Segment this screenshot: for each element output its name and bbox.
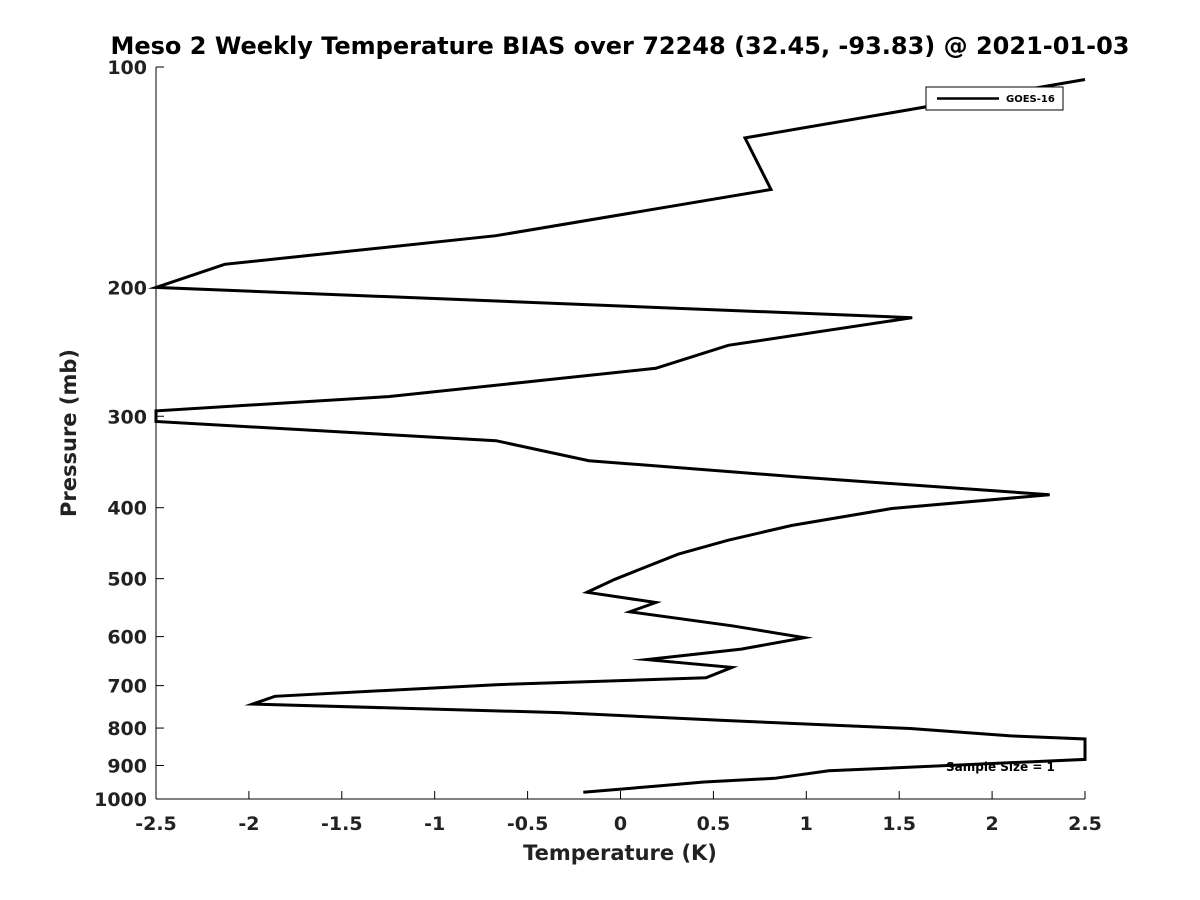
plot-axes — [155, 67, 1085, 800]
chart-title: Meso 2 Weekly Temperature BIAS over 7224… — [110, 32, 1129, 60]
legend-label-goes16: GOES-16 — [1006, 94, 1055, 105]
y-tick-label: 800 — [107, 718, 147, 740]
x-tick-label: -1.5 — [321, 813, 363, 835]
y-axis-label: Pressure (mb) — [57, 349, 81, 517]
y-tick-label: 400 — [107, 498, 147, 520]
legend: GOES-16 — [925, 86, 1064, 111]
x-axis-ticks: -2.5 -2 -1.5 -1 -0.5 0 0.5 1 1.5 2 2.5 — [135, 791, 1102, 835]
x-tick-label: -2.5 — [135, 813, 177, 835]
x-tick-label: 0.5 — [697, 813, 731, 835]
y-axis-ticks: 100 200 300 400 500 600 700 800 900 1000 — [94, 57, 164, 811]
x-tick-label: 1 — [800, 813, 813, 835]
x-axis-label: Temperature (K) — [523, 841, 717, 865]
series-line-goes16 — [147, 78, 1087, 794]
y-tick-label: 900 — [107, 756, 147, 778]
x-tick-label: 2 — [985, 813, 998, 835]
series-layer — [147, 78, 1087, 794]
x-tick-label: 1.5 — [882, 813, 916, 835]
x-tick-label: 0 — [614, 813, 627, 835]
y-tick-label: 700 — [107, 676, 147, 698]
y-tick-label: 500 — [107, 569, 147, 591]
x-tick-label: -1 — [424, 813, 445, 835]
y-tick-label: 1000 — [94, 789, 147, 811]
y-tick-label: 200 — [107, 277, 147, 299]
x-tick-label: 2.5 — [1068, 813, 1102, 835]
y-tick-label: 300 — [107, 406, 147, 428]
sample-size-annotation: Sample Size = 1 — [946, 760, 1055, 774]
y-tick-label: 600 — [107, 627, 147, 649]
y-tick-label: 100 — [107, 57, 147, 79]
x-tick-label: -0.5 — [507, 813, 549, 835]
x-tick-label: -2 — [238, 813, 259, 835]
